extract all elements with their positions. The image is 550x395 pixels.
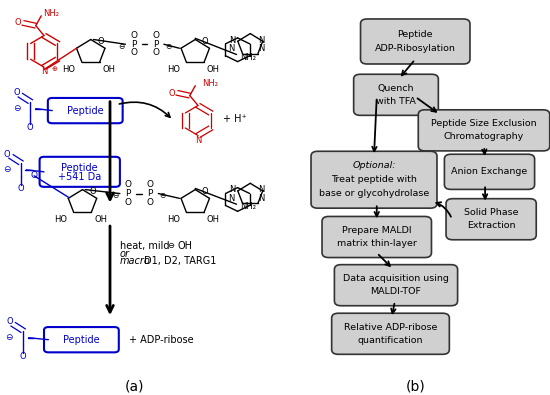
Text: D1, D2, TARG1: D1, D2, TARG1	[144, 256, 217, 267]
Text: Anion Exchange: Anion Exchange	[452, 167, 527, 176]
Text: O: O	[147, 181, 153, 189]
Text: N: N	[258, 44, 265, 53]
Text: O: O	[130, 49, 137, 57]
FancyBboxPatch shape	[322, 216, 431, 258]
Text: N: N	[228, 194, 234, 203]
Text: or: or	[120, 248, 130, 259]
Text: heat, mild: heat, mild	[120, 241, 169, 251]
Text: matrix thin-layer: matrix thin-layer	[337, 239, 417, 248]
Text: Optional:: Optional:	[352, 161, 396, 170]
Text: macro: macro	[120, 256, 151, 267]
Text: O: O	[97, 37, 104, 46]
Text: HO: HO	[167, 65, 180, 74]
Text: Treat peptide with: Treat peptide with	[331, 175, 417, 184]
Text: ⊖: ⊖	[165, 42, 172, 51]
Text: NH₂: NH₂	[43, 9, 59, 18]
Text: Data acquisition using: Data acquisition using	[343, 274, 449, 283]
Text: O: O	[89, 187, 96, 196]
FancyBboxPatch shape	[40, 157, 120, 187]
Text: O: O	[125, 198, 131, 207]
Text: N: N	[195, 136, 201, 145]
Text: ⊖: ⊖	[118, 42, 124, 51]
Text: N: N	[41, 68, 47, 76]
Text: ⊖: ⊖	[6, 333, 13, 342]
Text: +541 Da: +541 Da	[58, 172, 101, 182]
Text: ⊖: ⊖	[3, 166, 11, 174]
Text: N: N	[229, 185, 236, 194]
Text: with TFA: with TFA	[376, 97, 416, 106]
Text: MALDI-TOF: MALDI-TOF	[371, 287, 421, 296]
Text: OH: OH	[177, 241, 192, 251]
Text: O: O	[18, 184, 24, 193]
Text: (a): (a)	[125, 379, 145, 393]
Text: Solid Phase: Solid Phase	[464, 208, 519, 217]
FancyBboxPatch shape	[311, 151, 437, 208]
Text: + H⁺: + H⁺	[223, 113, 246, 124]
Text: O: O	[31, 171, 37, 180]
Text: O: O	[27, 123, 34, 132]
FancyBboxPatch shape	[44, 327, 119, 352]
Text: O: O	[125, 181, 131, 189]
Text: O: O	[4, 150, 10, 158]
FancyBboxPatch shape	[332, 313, 449, 354]
Text: HO: HO	[167, 215, 180, 224]
Text: Quench: Quench	[378, 84, 414, 93]
Text: N: N	[258, 36, 265, 45]
FancyBboxPatch shape	[444, 154, 535, 190]
Text: P: P	[153, 40, 158, 49]
Text: Peptide: Peptide	[398, 30, 433, 39]
Text: O: O	[6, 318, 13, 326]
Text: NH₂: NH₂	[240, 53, 257, 62]
Text: OH: OH	[102, 65, 116, 74]
Text: quantification: quantification	[358, 336, 424, 345]
Text: P: P	[147, 189, 153, 198]
Text: ⊕: ⊕	[51, 66, 57, 72]
Text: O: O	[130, 31, 137, 40]
FancyBboxPatch shape	[48, 98, 123, 123]
FancyBboxPatch shape	[334, 265, 458, 306]
Text: base or glycohydrolase: base or glycohydrolase	[319, 189, 429, 198]
Text: O: O	[152, 31, 159, 40]
Text: Prepare MALDI: Prepare MALDI	[342, 226, 411, 235]
Text: HO: HO	[62, 65, 75, 74]
Text: Peptide: Peptide	[67, 105, 103, 116]
Text: NH₂: NH₂	[202, 79, 218, 88]
Text: Relative ADP-ribose: Relative ADP-ribose	[344, 323, 437, 332]
Text: OH: OH	[207, 65, 220, 74]
Text: O: O	[20, 352, 26, 361]
Text: O: O	[152, 49, 159, 57]
Text: NH₂: NH₂	[240, 202, 257, 211]
Text: N: N	[228, 44, 234, 53]
Text: N: N	[229, 36, 236, 45]
FancyBboxPatch shape	[361, 19, 470, 64]
Text: N: N	[258, 194, 265, 203]
FancyBboxPatch shape	[418, 110, 550, 151]
Text: P: P	[125, 189, 131, 198]
Text: Chromatography: Chromatography	[444, 132, 524, 141]
Text: N: N	[258, 185, 265, 194]
FancyBboxPatch shape	[354, 74, 438, 115]
Text: HO: HO	[54, 215, 67, 224]
Text: O: O	[168, 89, 175, 98]
Text: O: O	[147, 198, 153, 207]
Text: OH: OH	[94, 215, 107, 224]
Text: O: O	[202, 37, 208, 46]
Text: ⊖: ⊖	[160, 191, 166, 200]
Text: OH: OH	[207, 215, 220, 224]
FancyBboxPatch shape	[446, 199, 536, 240]
Text: Peptide Size Exclusion: Peptide Size Exclusion	[431, 119, 537, 128]
Text: P: P	[131, 40, 136, 49]
Text: Peptide: Peptide	[63, 335, 100, 345]
Text: ⊖: ⊖	[112, 191, 119, 200]
Text: O: O	[202, 187, 208, 196]
Text: O: O	[14, 19, 21, 27]
Text: ⊖: ⊖	[167, 241, 174, 250]
Text: Extraction: Extraction	[467, 221, 515, 230]
Text: ⊖: ⊖	[13, 104, 20, 113]
Text: (b): (b)	[405, 379, 425, 393]
Text: O: O	[13, 88, 20, 97]
Text: + ADP-ribose: + ADP-ribose	[129, 335, 194, 345]
Text: ADP-Ribosylation: ADP-Ribosylation	[375, 44, 456, 53]
Text: Peptide: Peptide	[62, 163, 98, 173]
